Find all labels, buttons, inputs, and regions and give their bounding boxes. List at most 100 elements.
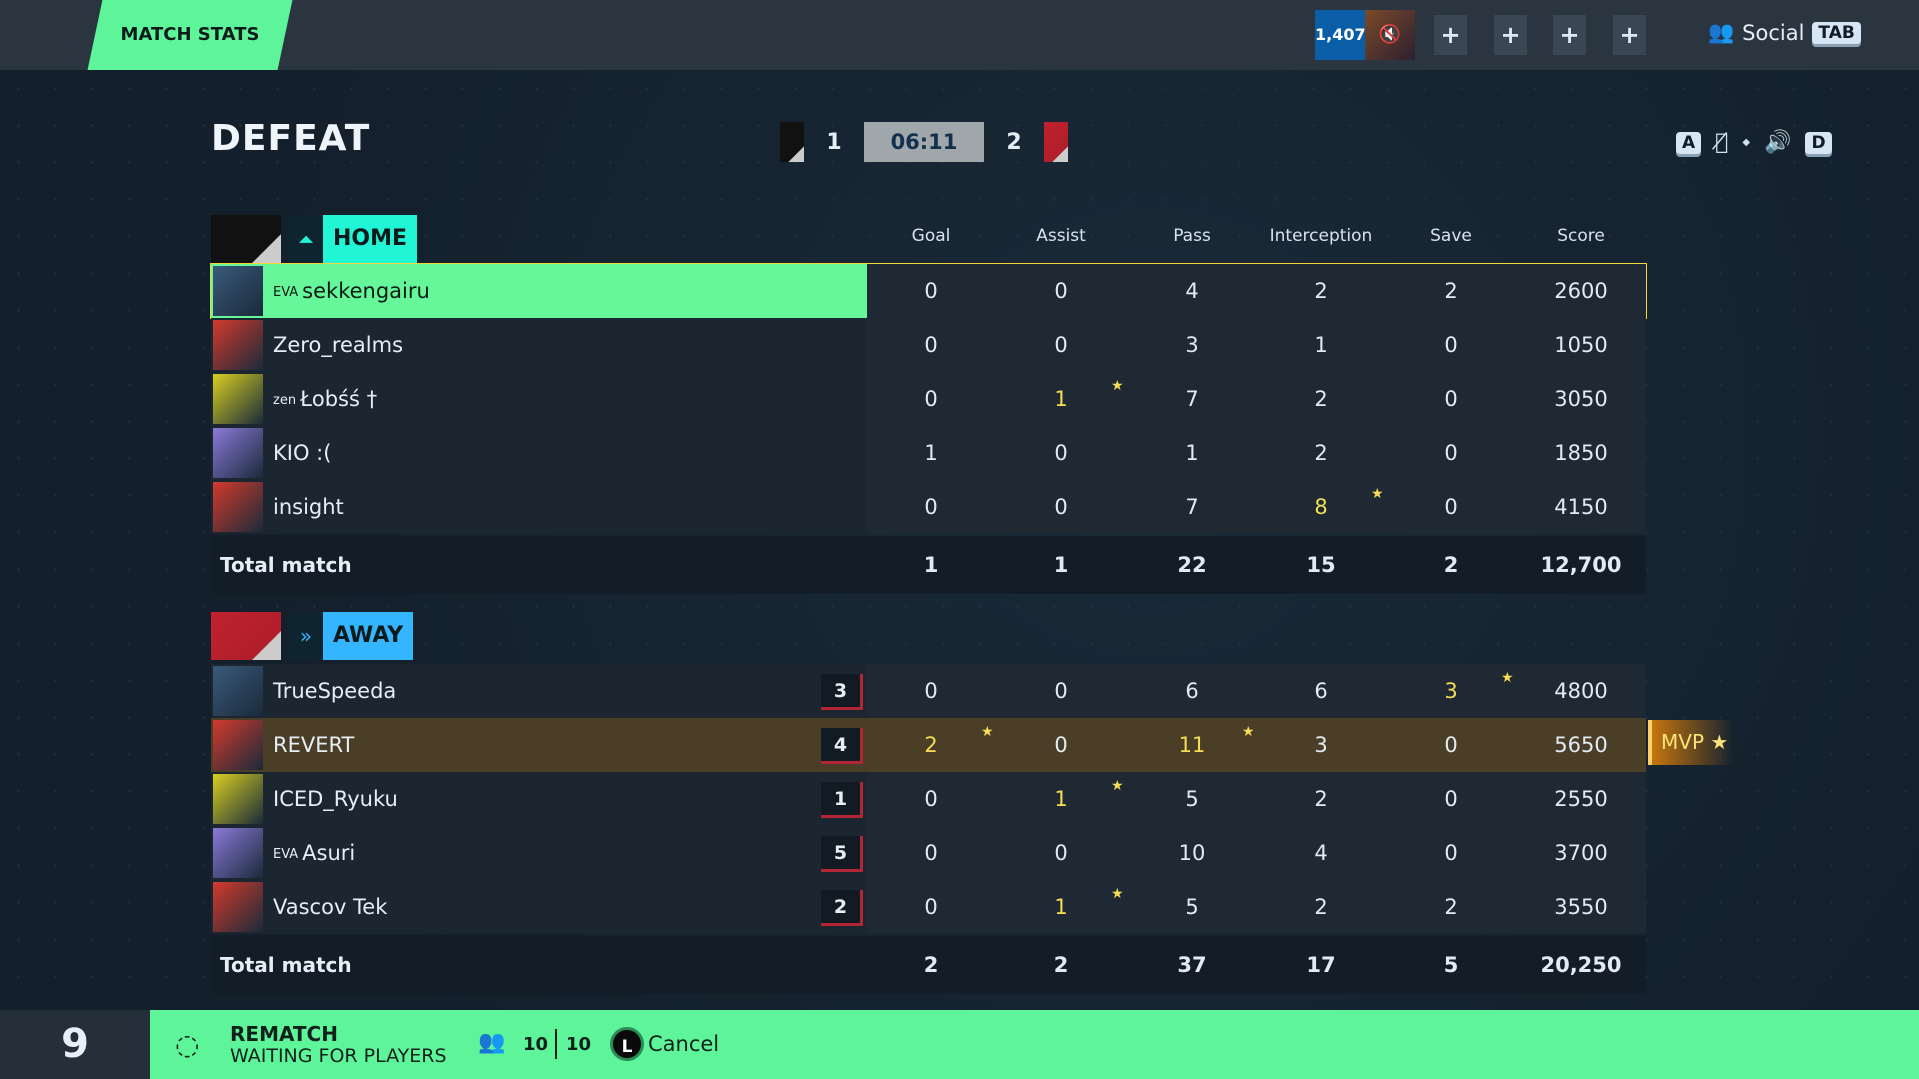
player-number-badge: 3 [821,674,863,710]
stat-pass: 11 [1178,733,1206,757]
column-header[interactable]: Assist [1036,226,1086,246]
rematch-subtitle: WAITING FOR PLAYERS [230,1045,447,1067]
player-name-text: Asuri [302,841,356,865]
player-row[interactable]: KIO :(1 0 1 2 0 1850 [211,426,1646,480]
player-name-cell: EVA sekkengairu [211,264,867,318]
player-row[interactable]: Vascov Tek 2 0 1 ★ 5 2 2 3550 [211,880,1646,934]
player-name: insight [273,495,344,519]
player-row[interactable]: zen Łobśś † 0 1 ★ 7 2 0 3050 [211,372,1646,426]
stat-interception: 2 [1314,441,1328,465]
club-tag: EVA [273,847,299,862]
stat-save: 0 [1444,787,1458,811]
player-name-text: ICED_Ryuku [273,787,398,811]
stat-pass: 7 [1185,495,1199,519]
column-header[interactable]: Save [1430,226,1472,246]
player-name-cell: ICED_Ryuku 1 [211,772,867,826]
stat-save: 2 [1444,279,1458,303]
player-name-text: TrueSpeeda [273,679,397,703]
club-tag: EVA [273,285,299,300]
column-header[interactable]: Interception [1269,226,1373,246]
avatar [213,320,263,370]
player-row[interactable]: Zero_realms 0 0 3 1 0 1050 [211,318,1646,372]
player-name: ICED_Ryuku [273,787,398,811]
social-button[interactable]: 👥 Social TAB [1708,20,1861,45]
player-name: EVA Asuri [273,841,355,865]
total-score: 20,250 [1540,953,1622,977]
player-name: REVERT [273,733,354,757]
player-name-cell: KIO :( [211,426,867,480]
stat-pass: 7 [1185,387,1199,411]
avatar [213,428,263,478]
tab-match-stats[interactable]: MATCH STATS [87,0,293,70]
home-team-header: ⏶ HOME [211,214,418,264]
chevron-up-icon: ⏶ [289,215,323,263]
column-header[interactable]: Goal [911,226,951,246]
speaker-icon[interactable]: 🔊 [1764,130,1792,155]
player-row[interactable]: TrueSpeeda 3 0 0 6 6 3 ★ 4800 [211,664,1646,718]
stats-cell-bg [867,426,1646,480]
home-crest [211,215,281,263]
invite-slot-button[interactable]: + [1494,15,1527,55]
player-name: TrueSpeeda [273,679,396,703]
club-tag: zen [273,393,297,408]
column-header[interactable]: Score [1557,226,1605,246]
star-icon: ★ [1501,670,1514,686]
cancel-label: Cancel [648,1032,720,1056]
total-count: 10 [566,1034,592,1055]
player-row[interactable]: EVA Asuri 5 0 0 10 4 0 3700 [211,826,1646,880]
stat-interception: 6 [1314,679,1328,703]
l-key: L [610,1027,644,1061]
stat-pass: 6 [1185,679,1199,703]
stat-goal: 0 [924,895,938,919]
player-name-cell: zen Łobśś † [211,372,867,426]
invite-slot-button[interactable]: + [1553,15,1586,55]
stat-goal: 0 [924,787,938,811]
total-assist: 1 [1053,553,1069,577]
stat-assist: 0 [1054,333,1068,357]
cancel-button[interactable]: L Cancel [610,1027,719,1061]
column-header[interactable]: Pass [1173,226,1211,246]
stat-interception: 1 [1314,333,1328,357]
player-name-cell: insight [211,480,867,534]
avatar [213,482,263,532]
player-card[interactable]: 1,407 🔇 [1315,10,1415,60]
total-interception: 15 [1306,553,1336,577]
stat-score: 4150 [1554,495,1608,519]
stat-goal: 2 [924,733,938,757]
avatar [213,882,263,932]
star-icon: ★ [1710,730,1729,754]
stat-score: 3050 [1554,387,1608,411]
player-name-text: Vascov Tek [273,895,388,919]
total-goal: 2 [923,953,939,977]
stat-goal: 0 [924,679,938,703]
stat-save: 0 [1444,733,1458,757]
invite-slot-button[interactable]: + [1434,15,1467,55]
avatar [213,266,263,316]
player-row[interactable]: REVERT 4 2 ★ 0 11 ★ 3 0 5650 [211,718,1646,772]
player-row[interactable]: insight 0 0 7 8 ★ 0 4150 [211,480,1646,534]
home-score: 1 [826,129,842,155]
player-number-badge: 2 [821,890,863,926]
avatar [213,666,263,716]
away-team-header: » AWAY [211,611,414,661]
invite-slot-button[interactable]: + [1613,15,1646,55]
top-bar: MATCH STATS 1,407 🔇 + + + + 👥 Social TAB [0,0,1919,70]
player-row[interactable]: EVA sekkengairu 0 0 4 2 2 2600 [210,263,1647,319]
stat-score: 1050 [1554,333,1608,357]
key-d[interactable]: D [1805,131,1832,154]
match-result: DEFEAT [211,118,371,159]
stat-score: 2600 [1554,279,1608,303]
stat-score: 5650 [1554,733,1608,757]
total-save: 2 [1443,553,1459,577]
mic-muted-icon[interactable]: 🎙̸ [1715,130,1729,155]
stat-interception: 8 [1314,495,1328,519]
player-row[interactable]: ICED_Ryuku 1 0 1 ★ 5 2 0 2550 [211,772,1646,826]
player-name: EVA sekkengairu [273,279,430,303]
star-icon: ★ [1111,378,1124,394]
divider [555,1029,557,1059]
people-icon: 👥 [1708,20,1735,44]
key-a[interactable]: A [1676,131,1702,154]
ready-count: 10 [523,1034,549,1055]
social-label: Social [1742,20,1805,45]
stat-goal: 0 [924,279,938,303]
